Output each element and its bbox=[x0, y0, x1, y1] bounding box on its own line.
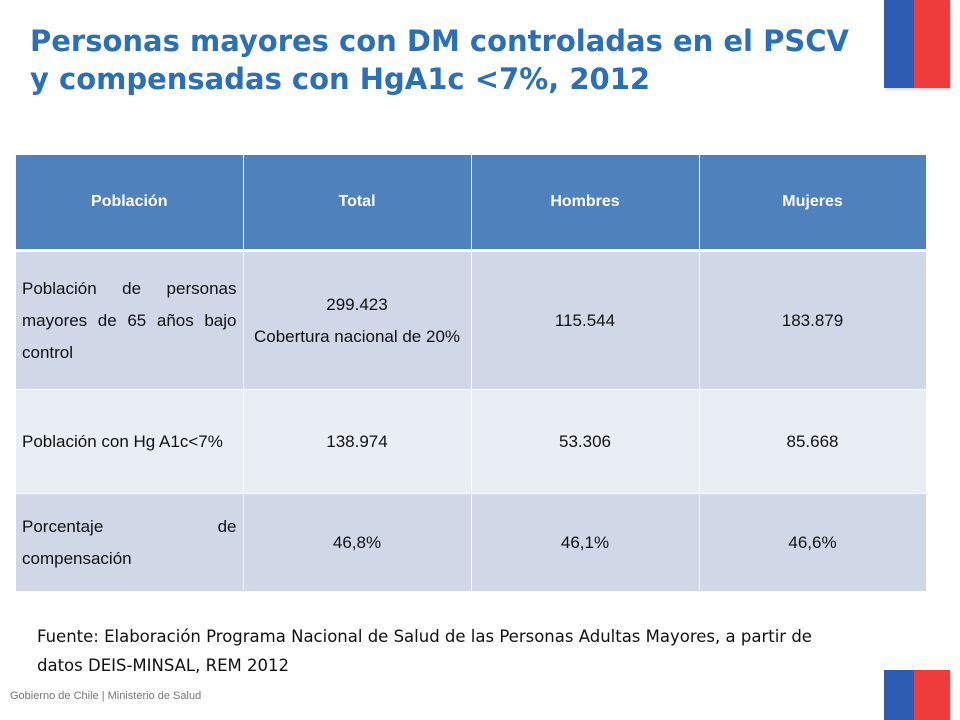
flag-red-stripe bbox=[914, 0, 950, 88]
slide-title: Personas mayores con DM controladas en e… bbox=[30, 24, 849, 96]
cell-mujeres: 85.668 bbox=[699, 389, 927, 494]
header-poblacion: Población bbox=[16, 155, 244, 252]
cell-total-note: Cobertura nacional de 20% bbox=[253, 326, 461, 346]
flag-blue-stripe bbox=[884, 670, 914, 720]
table-row: Población de personas mayores de 65 años… bbox=[16, 250, 927, 390]
cell-total: 299.423 Cobertura nacional de 20% bbox=[243, 250, 472, 390]
flag-blue-stripe bbox=[884, 0, 914, 88]
row-label: Población de personas mayores de 65 años… bbox=[16, 250, 244, 390]
header-hombres: Hombres bbox=[471, 155, 700, 252]
cell-hombres: 115.544 bbox=[471, 250, 700, 390]
cell-hombres: 53.306 bbox=[471, 389, 700, 494]
cell-total: 46,8% bbox=[243, 493, 472, 592]
source-label: Fuente bbox=[37, 627, 94, 646]
header-total: Total bbox=[243, 155, 472, 252]
footer-text: Gobierno de Chile | Ministerio de Salud bbox=[10, 690, 202, 702]
cell-hombres: 46,1% bbox=[471, 493, 700, 592]
row-label: Población con Hg A1c<7% bbox=[16, 389, 244, 494]
table-row: Porcentaje de compensación 46,8% 46,1% 4… bbox=[16, 493, 927, 592]
header-mujeres: Mujeres bbox=[699, 155, 927, 252]
flag-red-stripe bbox=[914, 670, 950, 720]
chile-flag-logo-bottom bbox=[884, 670, 950, 720]
row-label: Porcentaje de compensación bbox=[16, 493, 244, 592]
data-table: Población Total Hombres Mujeres Població… bbox=[16, 155, 927, 592]
source-note: Fuente: Elaboración Programa Nacional de… bbox=[37, 622, 857, 680]
table-row: Población con Hg A1c<7% 138.974 53.306 8… bbox=[16, 389, 927, 494]
table-header-row: Población Total Hombres Mujeres bbox=[16, 155, 927, 252]
cell-mujeres: 183.879 bbox=[699, 250, 927, 390]
cell-total: 138.974 bbox=[243, 389, 472, 494]
source-text: : Elaboración Programa Nacional de Salud… bbox=[37, 627, 812, 675]
cell-mujeres: 46,6% bbox=[699, 493, 927, 592]
chile-flag-logo-top bbox=[884, 0, 950, 88]
cell-total-value: 299.423 bbox=[326, 294, 388, 314]
